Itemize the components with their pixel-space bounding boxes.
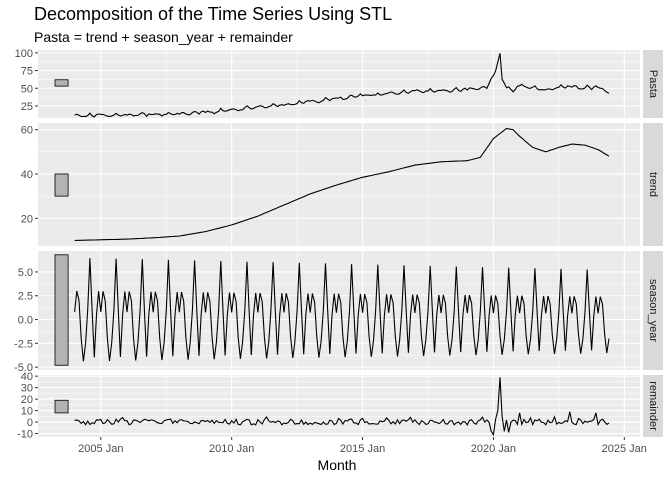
scale-bar xyxy=(54,254,69,366)
panel-background xyxy=(38,375,640,437)
y-tick-label: 40 xyxy=(21,371,33,383)
x-tick-label: 2020 Jan xyxy=(471,443,516,455)
y-tick-label: 10 xyxy=(21,406,33,418)
y-tick-label: 5.0 xyxy=(18,267,33,279)
x-axis-title: Month xyxy=(318,457,357,473)
series-line-Pasta xyxy=(74,53,610,118)
y-tick-label: 20 xyxy=(21,394,33,406)
panel-strip xyxy=(643,375,663,437)
scale-bar xyxy=(54,399,69,414)
chart-title: Decomposition of the Time Series Using S… xyxy=(34,4,393,24)
strip-label: season_year xyxy=(647,279,659,342)
panel-season_year: -5.0 -2.5 0.0 2.5 5.0 season_year xyxy=(14,251,663,374)
y-tick-label: 40 xyxy=(21,169,33,181)
x-tick-label: 2010 Jan xyxy=(209,443,254,455)
y-tick-label: 2.5 xyxy=(18,291,33,303)
chart-subtitle: Pasta = trend + season_year + remainder xyxy=(34,29,293,45)
y-tick-label: 25 xyxy=(21,101,33,113)
series-line-season_year xyxy=(74,257,610,362)
y-tick-label: 20 xyxy=(21,213,33,225)
x-tick-label: 2025 Jan xyxy=(602,443,647,455)
y-tick-label: 0 xyxy=(27,417,33,429)
series-line-remainder xyxy=(74,377,610,437)
y-tick-label: 0.0 xyxy=(18,315,33,327)
strip-label: trend xyxy=(647,172,659,197)
y-tick-label: 60 xyxy=(21,125,33,137)
strip-label: Pasta xyxy=(647,70,659,99)
y-tick-label: 30 xyxy=(21,383,33,395)
panel-strip xyxy=(643,123,663,246)
scale-bar xyxy=(54,173,69,197)
scale-bar xyxy=(54,79,69,87)
panel-strip xyxy=(643,251,663,370)
strip-label: remainder xyxy=(647,381,659,431)
y-tick-label: -2.5 xyxy=(14,338,33,350)
y-tick-label: -10 xyxy=(17,429,33,441)
x-tick-label: 2015 Jan xyxy=(340,443,385,455)
y-tick-label: 100 xyxy=(15,48,33,60)
panel-strip xyxy=(643,50,663,118)
panel-background xyxy=(38,251,640,370)
y-tick-label: -5.0 xyxy=(14,362,33,374)
panel-background xyxy=(38,50,640,118)
panel-Pasta: 25 50 75 100 Pasta xyxy=(15,48,663,118)
x-tick-label: 2005 Jan xyxy=(78,443,123,455)
panel-trend: 20 40 60 trend xyxy=(21,123,663,246)
y-tick-label: 75 xyxy=(21,66,33,78)
series-line-trend xyxy=(74,127,610,242)
y-tick-label: 50 xyxy=(21,83,33,95)
